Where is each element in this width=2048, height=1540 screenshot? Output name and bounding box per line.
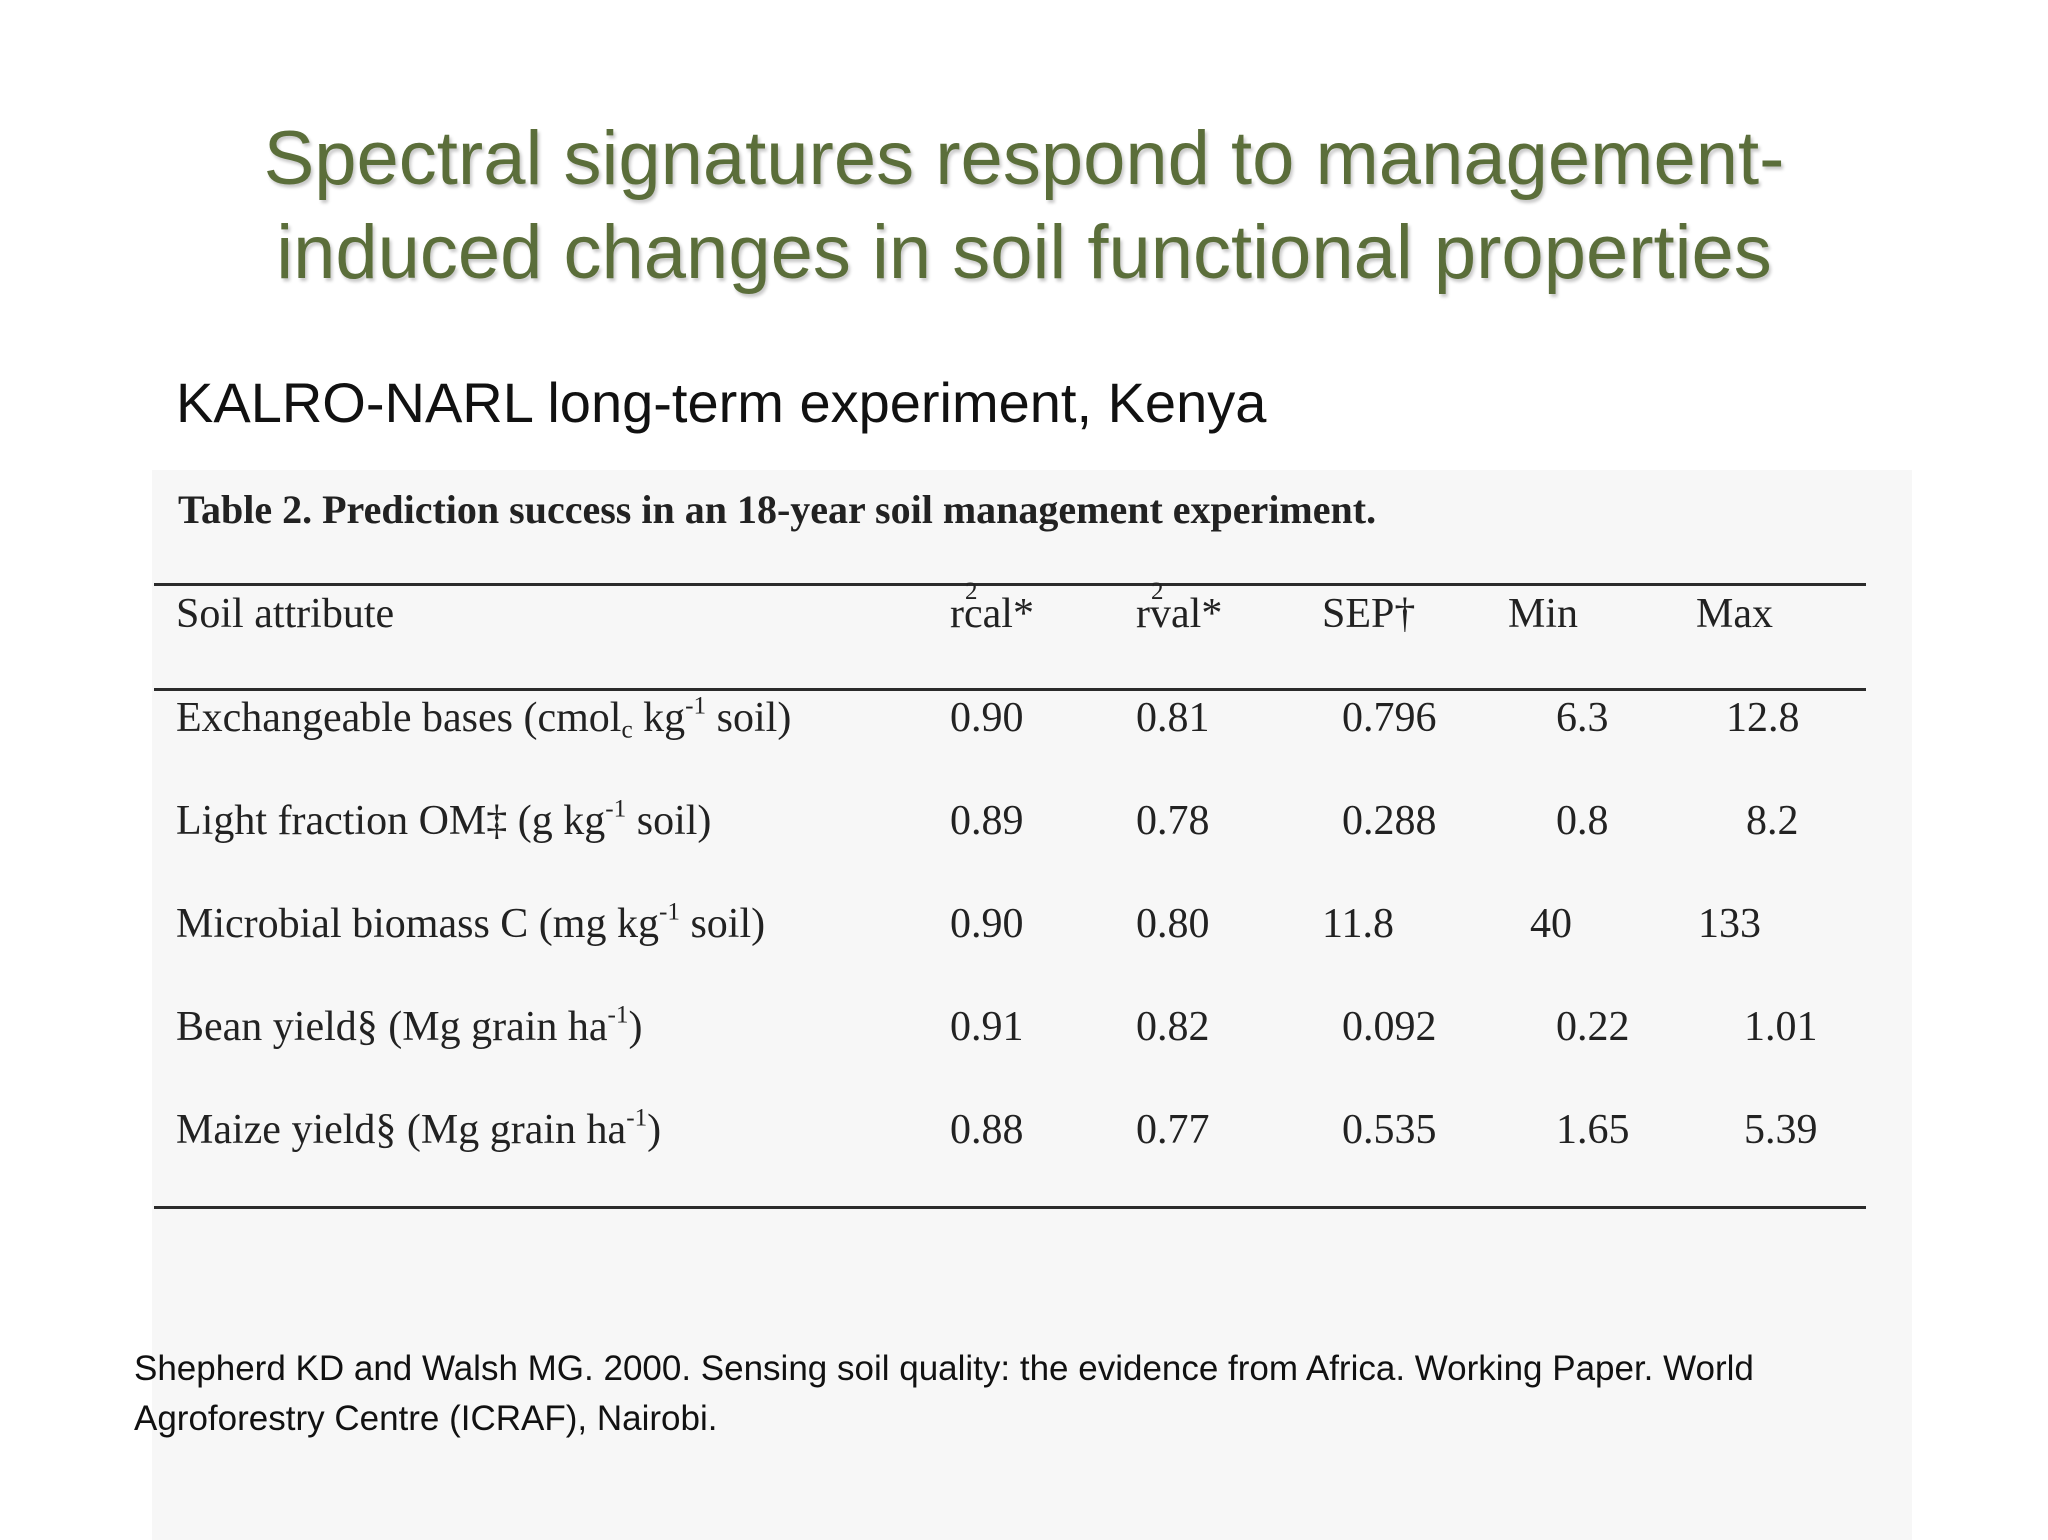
row-5-attr-sup: -1 (626, 1104, 648, 1132)
row-5-sep: 0.535 (1342, 1107, 1437, 1153)
row-2-attr-end: soil) (626, 798, 712, 844)
row-1-attr-mid: kg (632, 695, 686, 741)
reference-line-1: Shepherd KD and Walsh MG. 2000. Sensing … (134, 1349, 1754, 1388)
row-4-min: 0.22 (1556, 1004, 1630, 1050)
r2-cal-label: cal (964, 591, 1013, 637)
row-2-attribute: Light fraction OM‡ (g kg-1 soil) (176, 795, 712, 845)
row-3-attr-main: Microbial biomass C (mg kg (176, 901, 659, 947)
slide-subtitle: KALRO-NARL long-term experiment, Kenya (176, 371, 1267, 434)
row-5-attr-main: Maize yield§ (Mg grain ha (176, 1107, 627, 1153)
r2-val-label: val (1150, 591, 1202, 637)
slide-title: Spectral signatures respond to managemen… (0, 112, 2048, 300)
row-3-sep: 11.8 (1322, 901, 1394, 947)
row-2-attr-sup: -1 (605, 795, 627, 823)
row-4-r2val: 0.82 (1136, 1004, 1210, 1050)
r2-cal-r: r (950, 591, 964, 637)
row-3-min: 40 (1530, 901, 1572, 947)
row-2-r2cal: 0.89 (950, 798, 1024, 844)
row-4-r2cal: 0.91 (950, 1004, 1024, 1050)
row-1-r2val: 0.81 (1136, 695, 1210, 741)
row-4-attr-end: ) (628, 1004, 643, 1050)
row-1-min: 6.3 (1556, 695, 1609, 741)
header-soil-attribute: Soil attribute (176, 591, 395, 637)
row-3-r2cal: 0.90 (950, 901, 1024, 947)
r2-val-r: r (1136, 591, 1150, 637)
row-4-attr-sup: -1 (607, 1001, 629, 1029)
row-5-attribute: Maize yield§ (Mg grain ha-1) (176, 1104, 662, 1154)
table-top-rule (154, 583, 1866, 586)
slide-title-line-1: Spectral signatures respond to managemen… (263, 116, 1785, 201)
row-1-r2cal: 0.90 (950, 695, 1024, 741)
reference-line-2: Agroforestry Centre (ICRAF), Nairobi. (134, 1399, 718, 1438)
row-5-r2val: 0.77 (1136, 1107, 1210, 1153)
row-4-sep: 0.092 (1342, 1004, 1437, 1050)
row-5-min: 1.65 (1556, 1107, 1630, 1153)
r2-val-asterisk: * (1201, 591, 1223, 637)
table-caption: Table 2. Prediction success in an 18-yea… (178, 487, 1377, 532)
header-min: Min (1508, 591, 1579, 637)
header-r2-val: r 2 val* (1136, 578, 1223, 638)
row-1-max: 12.8 (1726, 695, 1800, 741)
r2-val-exponent: 2 (1151, 578, 1164, 605)
table-bottom-rule (154, 1206, 1866, 1209)
row-1-attr-end: soil) (706, 695, 792, 741)
row-3-attr-end: soil) (679, 901, 766, 947)
row-2-max: 8.2 (1746, 798, 1799, 844)
row-1-attr-main: Exchangeable bases (cmol (176, 695, 622, 741)
row-3-max: 133 (1698, 901, 1761, 947)
row-4-attribute: Bean yield§ (Mg grain ha-1) (176, 1001, 643, 1051)
row-1-sep: 0.796 (1342, 695, 1437, 741)
header-max: Max (1696, 591, 1773, 637)
row-4-attr-main: Bean yield§ (Mg grain ha (176, 1004, 608, 1050)
reference-citation: Shepherd KD and Walsh MG. 2000. Sensing … (134, 1344, 1954, 1444)
row-3-r2val: 0.80 (1136, 901, 1210, 947)
header-r2-cal: r 2 cal* (950, 578, 1034, 638)
table-header-rule (154, 688, 1866, 691)
row-4-max: 1.01 (1744, 1004, 1818, 1050)
row-5-attr-end: ) (647, 1107, 662, 1153)
row-3-attribute: Microbial biomass C (mg kg-1 soil) (176, 898, 766, 948)
row-1-attribute: Exchangeable bases (cmolc kg-1 soil) (176, 692, 792, 744)
row-1-attr-sup: -1 (685, 692, 707, 720)
header-sep: SEP† (1322, 591, 1416, 637)
row-2-sep: 0.288 (1342, 798, 1437, 844)
row-5-r2cal: 0.88 (950, 1107, 1024, 1153)
row-2-r2val: 0.78 (1136, 798, 1210, 844)
table-panel (152, 470, 1912, 1540)
row-2-attr-main: Light fraction OM‡ (g kg (176, 798, 606, 844)
r2-cal-asterisk: * (1012, 591, 1034, 637)
r2-cal-exponent: 2 (965, 578, 978, 605)
slide-title-line-2: induced changes in soil functional prope… (276, 210, 1772, 295)
row-1-attr-sub: c (621, 716, 633, 744)
row-2-min: 0.8 (1556, 798, 1609, 844)
row-5-max: 5.39 (1744, 1107, 1818, 1153)
row-3-attr-sup: -1 (658, 898, 680, 926)
